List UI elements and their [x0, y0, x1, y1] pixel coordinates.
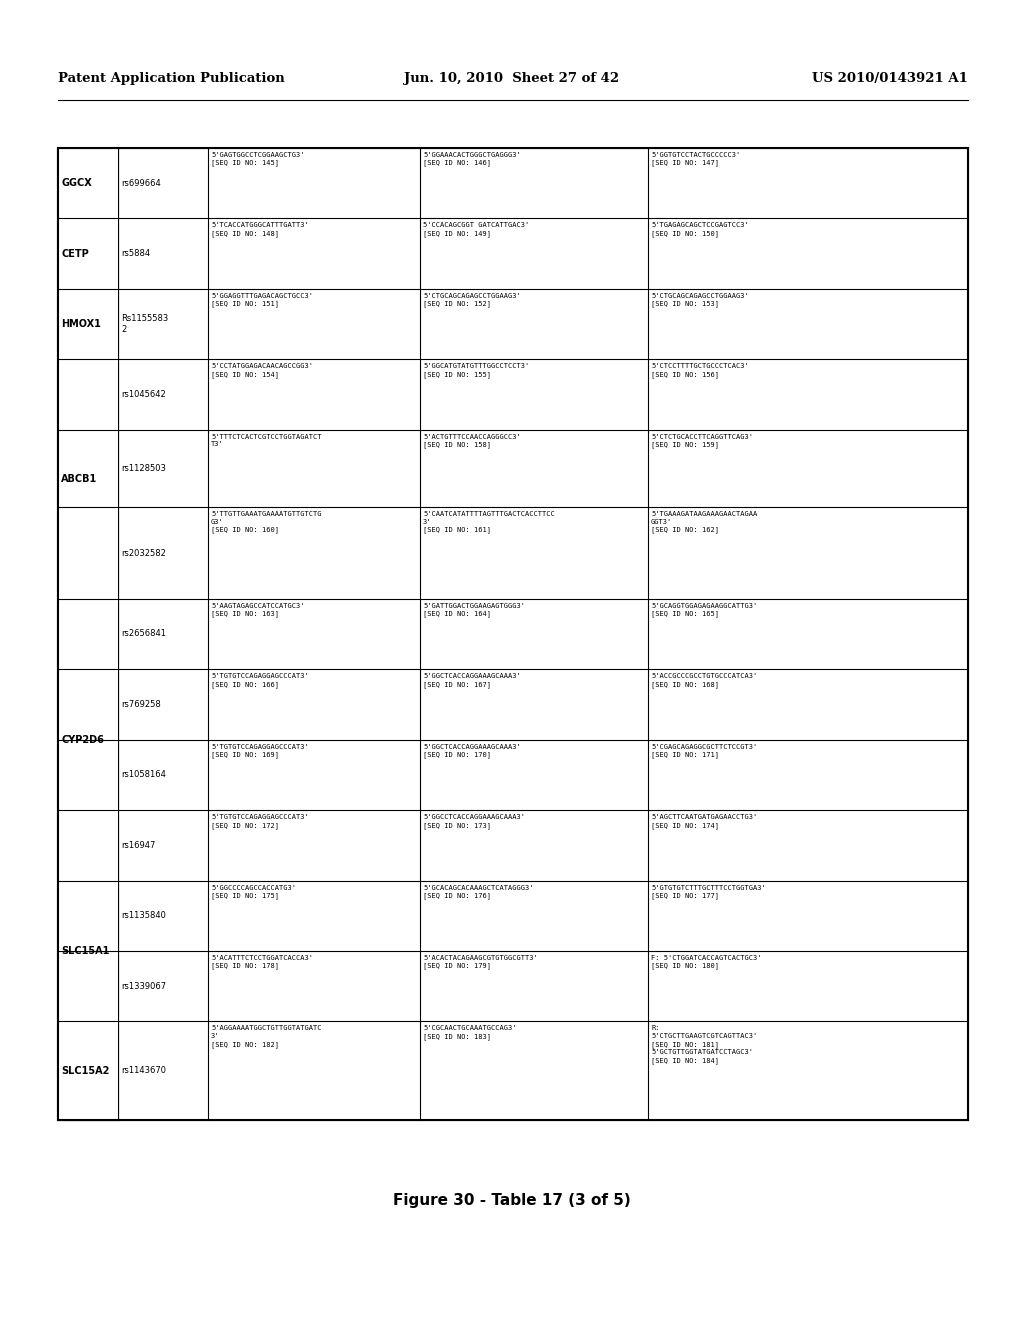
Text: rs1135840: rs1135840 [121, 911, 166, 920]
Text: SLC15A1: SLC15A1 [61, 946, 110, 956]
Text: Rs1155583
2: Rs1155583 2 [121, 314, 168, 334]
Text: 5'GGAGGTTTGAGACAGCTGCC3'
[SEQ ID NO: 151]: 5'GGAGGTTTGAGACAGCTGCC3' [SEQ ID NO: 151… [211, 293, 313, 308]
Text: 5'AAGTAGAGCCATCCATGC3'
[SEQ ID NO: 163]: 5'AAGTAGAGCCATCCATGC3' [SEQ ID NO: 163] [211, 603, 304, 618]
Text: 5'CGAGCAGAGGCGCTTCTCCGT3'
[SEQ ID NO: 171]: 5'CGAGCAGAGGCGCTTCTCCGT3' [SEQ ID NO: 17… [651, 743, 758, 758]
Text: rs1339067: rs1339067 [121, 982, 166, 991]
Text: 5'GCAGGTGGAGAGAAGGCATTG3'
[SEQ ID NO: 165]: 5'GCAGGTGGAGAGAAGGCATTG3' [SEQ ID NO: 16… [651, 603, 758, 618]
Text: 5'CTGCAGCAGAGCCTGGAAG3'
[SEQ ID NO: 152]: 5'CTGCAGCAGAGCCTGGAAG3' [SEQ ID NO: 152] [423, 293, 521, 308]
Text: 5'CCTATGGAGACAACAGCCGG3'
[SEQ ID NO: 154]: 5'CCTATGGAGACAACAGCCGG3' [SEQ ID NO: 154… [211, 363, 313, 378]
Text: rs769258: rs769258 [121, 700, 161, 709]
Text: 5'GCACAGCACAAAGCTCATAGGG3'
[SEQ ID NO: 176]: 5'GCACAGCACAAAGCTCATAGGG3' [SEQ ID NO: 1… [423, 884, 534, 899]
Text: 5'TCACCATGGGCATTTGATT3'
[SEQ ID NO: 148]: 5'TCACCATGGGCATTTGATT3' [SEQ ID NO: 148] [211, 223, 309, 236]
Text: rs1143670: rs1143670 [121, 1067, 166, 1076]
Bar [58, 148, 968, 1119]
Text: 5'CAATCATATTTTAGTTTGACTCACCTTCC
3'
[SEQ ID NO: 161]: 5'CAATCATATTTTAGTTTGACTCACCTTCC 3' [SEQ … [423, 511, 555, 533]
Text: F: 5'CTGGATCACCAGTCACTGC3'
[SEQ ID NO: 180]: F: 5'CTGGATCACCAGTCACTGC3' [SEQ ID NO: 1… [651, 954, 762, 969]
Text: CYP2D6: CYP2D6 [61, 735, 103, 744]
Text: 5'GGAAACACTGGGCTGAGGG3'
[SEQ ID NO: 146]: 5'GGAAACACTGGGCTGAGGG3' [SEQ ID NO: 146] [423, 152, 521, 166]
Text: 5'AGGAAAATGGCTGTTGGTATGATC
3'
[SEQ ID NO: 182]: 5'AGGAAAATGGCTGTTGGTATGATC 3' [SEQ ID NO… [211, 1026, 322, 1048]
Text: R:
5'CTGCTTGAAGTCGTCAGTTAC3'
[SEQ ID NO: 181]
5'GCTGTTGGTATGATCCTAGC3'
[SEQ ID N: R: 5'CTGCTTGAAGTCGTCAGTTAC3' [SEQ ID NO:… [651, 1026, 758, 1064]
Text: Figure 30 - Table 17 (3 of 5): Figure 30 - Table 17 (3 of 5) [393, 1192, 631, 1208]
Text: rs1045642: rs1045642 [121, 389, 166, 399]
Text: 5'CCACAGCGGT GATCATTGAC3'
[SEQ ID NO: 149]: 5'CCACAGCGGT GATCATTGAC3' [SEQ ID NO: 14… [423, 223, 529, 236]
Text: rs1128503: rs1128503 [121, 463, 166, 473]
Text: Jun. 10, 2010  Sheet 27 of 42: Jun. 10, 2010 Sheet 27 of 42 [404, 73, 620, 84]
Text: 5'CTCTGCACCTTCAGGTTCAG3'
[SEQ ID NO: 159]: 5'CTCTGCACCTTCAGGTTCAG3' [SEQ ID NO: 159… [651, 434, 753, 449]
Text: 5'GGCCCCAGCCACCATG3'
[SEQ ID NO: 175]: 5'GGCCCCAGCCACCATG3' [SEQ ID NO: 175] [211, 884, 296, 899]
Text: 5'TGAAAGATAAGAAAGAACTAGAA
GGT3'
[SEQ ID NO: 162]: 5'TGAAAGATAAGAAAGAACTAGAA GGT3' [SEQ ID … [651, 511, 758, 533]
Text: 5'GGCCTCACCAGGAAAGCAAA3'
[SEQ ID NO: 173]: 5'GGCCTCACCAGGAAAGCAAA3' [SEQ ID NO: 173… [423, 814, 525, 829]
Text: 5'ACACTACAGAAGCGTGTGGCGTT3'
[SEQ ID NO: 179]: 5'ACACTACAGAAGCGTGTGGCGTT3' [SEQ ID NO: … [423, 954, 538, 969]
Text: 5'AGCTTCAATGATGAGAACCTG3'
[SEQ ID NO: 174]: 5'AGCTTCAATGATGAGAACCTG3' [SEQ ID NO: 17… [651, 814, 758, 829]
Text: 5'GGCTCACCAGGAAAGCAAA3'
[SEQ ID NO: 167]: 5'GGCTCACCAGGAAAGCAAA3' [SEQ ID NO: 167] [423, 673, 521, 688]
Text: 5'GGTGTCCTACTGCCCCC3'
[SEQ ID NO: 147]: 5'GGTGTCCTACTGCCCCC3' [SEQ ID NO: 147] [651, 152, 740, 166]
Text: 5'TGTGTCCAGAGGAGCCCAT3'
[SEQ ID NO: 172]: 5'TGTGTCCAGAGGAGCCCAT3' [SEQ ID NO: 172] [211, 814, 309, 829]
Text: 5'TGTGTCCAGAGGAGCCCAT3'
[SEQ ID NO: 169]: 5'TGTGTCCAGAGGAGCCCAT3' [SEQ ID NO: 169] [211, 743, 309, 758]
Text: 5'CTGCAGCAGAGCCTGGAAG3'
[SEQ ID NO: 153]: 5'CTGCAGCAGAGCCTGGAAG3' [SEQ ID NO: 153] [651, 293, 749, 308]
Text: GGCX: GGCX [61, 178, 92, 189]
Text: 5'GATTGGACTGGAAGAGTGGG3'
[SEQ ID NO: 164]: 5'GATTGGACTGGAAGAGTGGG3' [SEQ ID NO: 164… [423, 603, 525, 618]
Text: Patent Application Publication: Patent Application Publication [58, 73, 285, 84]
Text: 5'TTGTTGAAATGAAAATGTTGTCTG
G3'
[SEQ ID NO: 160]: 5'TTGTTGAAATGAAAATGTTGTCTG G3' [SEQ ID N… [211, 511, 322, 533]
Text: SLC15A2: SLC15A2 [61, 1065, 110, 1076]
Text: CETP: CETP [61, 248, 89, 259]
Text: 5'TGTGTCCAGAGGAGCCCAT3'
[SEQ ID NO: 166]: 5'TGTGTCCAGAGGAGCCCAT3' [SEQ ID NO: 166] [211, 673, 309, 688]
Text: 5'GAGTGGCCTCGGAAGCTG3'
[SEQ ID NO: 145]: 5'GAGTGGCCTCGGAAGCTG3' [SEQ ID NO: 145] [211, 152, 304, 166]
Text: 5'CGCAACTGCAAATGCCAG3'
[SEQ ID NO: 183]: 5'CGCAACTGCAAATGCCAG3' [SEQ ID NO: 183] [423, 1026, 516, 1040]
Text: 5'ACTGTTTCCAACCAGGGCC3'
[SEQ ID NO: 158]: 5'ACTGTTTCCAACCAGGGCC3' [SEQ ID NO: 158] [423, 434, 521, 449]
Text: 5'GGCATGTATGTTTGGCCTCCT3'
[SEQ ID NO: 155]: 5'GGCATGTATGTTTGGCCTCCT3' [SEQ ID NO: 15… [423, 363, 529, 378]
Bar [58, 148, 118, 1119]
Text: rs699664: rs699664 [121, 178, 161, 187]
Text: rs16947: rs16947 [121, 841, 156, 850]
Text: 5'GGCTCACCAGGAAAGCAAA3'
[SEQ ID NO: 170]: 5'GGCTCACCAGGAAAGCAAA3' [SEQ ID NO: 170] [423, 743, 521, 758]
Text: rs2032582: rs2032582 [121, 549, 166, 557]
Text: HMOX1: HMOX1 [61, 319, 101, 329]
Text: rs5884: rs5884 [121, 249, 151, 259]
Text: 5'TTTCTCACTCGTCCTGGTAGATCT
T3': 5'TTTCTCACTCGTCCTGGTAGATCT T3' [211, 434, 322, 447]
Text: 5'TGAGAGCAGCTCCGAGTCC3'
[SEQ ID NO: 150]: 5'TGAGAGCAGCTCCGAGTCC3' [SEQ ID NO: 150] [651, 223, 749, 236]
Text: US 2010/0143921 A1: US 2010/0143921 A1 [812, 73, 968, 84]
Text: ABCB1: ABCB1 [61, 474, 97, 484]
Text: 5'ACATTTCTCCTGGATCACCA3'
[SEQ ID NO: 178]: 5'ACATTTCTCCTGGATCACCA3' [SEQ ID NO: 178… [211, 954, 313, 969]
Text: 5'GTGTGTCTTTGCTTTCCTGGTGA3'
[SEQ ID NO: 177]: 5'GTGTGTCTTTGCTTTCCTGGTGA3' [SEQ ID NO: … [651, 884, 766, 899]
Text: rs1058164: rs1058164 [121, 771, 166, 779]
Text: 5'ACCGCCCGCCTGTGCCCATCA3'
[SEQ ID NO: 168]: 5'ACCGCCCGCCTGTGCCCATCA3' [SEQ ID NO: 16… [651, 673, 758, 688]
Text: 5'CTCCTTTTGCTGCCCTCAC3'
[SEQ ID NO: 156]: 5'CTCCTTTTGCTGCCCTCAC3' [SEQ ID NO: 156] [651, 363, 749, 378]
Text: rs2656841: rs2656841 [121, 630, 166, 639]
